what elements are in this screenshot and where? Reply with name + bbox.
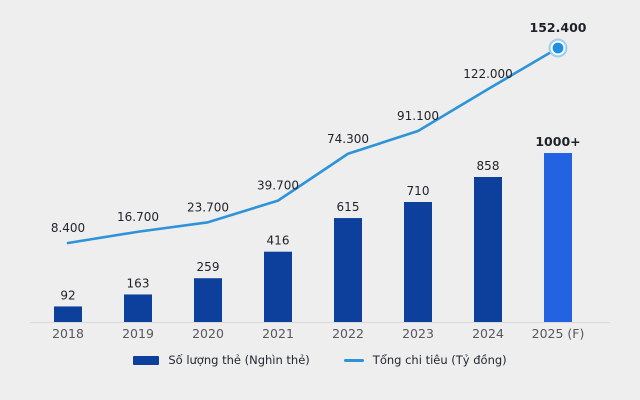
x-label-2025-f: 2025 (F) [532,326,585,341]
bar-2025-f [544,153,572,322]
bar-2021 [264,251,292,322]
line-series-label: Tổng chi tiêu (Tỷ đồng) [372,353,507,367]
bar-value-label-2023: 710 [407,184,430,198]
x-label-2023: 2023 [402,326,434,341]
line-value-label-2020: 23.700 [187,200,229,214]
bar-value-label-2024: 858 [477,159,500,173]
bar-series-label: Số lượng thẻ (Nghìn thẻ) [168,353,310,367]
bar-value-label-2022: 615 [337,200,360,214]
bar-2024 [474,176,502,322]
legend: Số lượng thẻ (Nghìn thẻ) Tổng chi tiêu (… [0,350,640,370]
line-value-label-2019: 16.700 [117,210,159,224]
bar-2022 [334,218,362,322]
line-series-swatch [343,358,364,362]
bar-2023 [404,202,432,322]
chart-canvas: 92 163 259 416 615 710 858 1000+ 8.400 16.700 23.7… [30,20,610,341]
bar-value-label-2021: 416 [267,234,290,248]
bar-value-label-2025-f: 1000+ [535,134,580,149]
bar-2020 [194,278,222,322]
spending-line [66,46,560,245]
line-endpoint-marker [552,42,564,54]
line-value-label-2022: 74.300 [327,132,369,146]
bar-2019 [124,294,152,322]
line-value-label-2021: 39.700 [257,179,299,193]
legend-item-spending: Tổng chi tiêu (Tỷ đồng) [343,353,507,367]
legend-item-cards: Số lượng thẻ (Nghìn thẻ) [133,353,310,367]
bar-value-label-2018: 92 [60,288,75,302]
line-value-label-2024: 122.000 [463,67,513,81]
x-label-2024: 2024 [472,326,504,341]
bar-series-swatch [133,355,160,365]
line-value-label-2018: 8.400 [51,221,85,235]
x-label-2020: 2020 [192,326,224,341]
bar-value-label-2020: 259 [197,260,220,274]
x-label-2021: 2021 [262,326,294,341]
x-label-2018: 2018 [52,326,84,341]
bar-2018 [54,306,82,322]
x-label-2022: 2022 [332,326,364,341]
line-value-label-2025-f: 152.400 [530,20,587,35]
line-value-label-2023: 91.100 [397,109,439,123]
bar-value-label-2019: 163 [127,276,150,290]
x-label-2019: 2019 [122,326,154,341]
